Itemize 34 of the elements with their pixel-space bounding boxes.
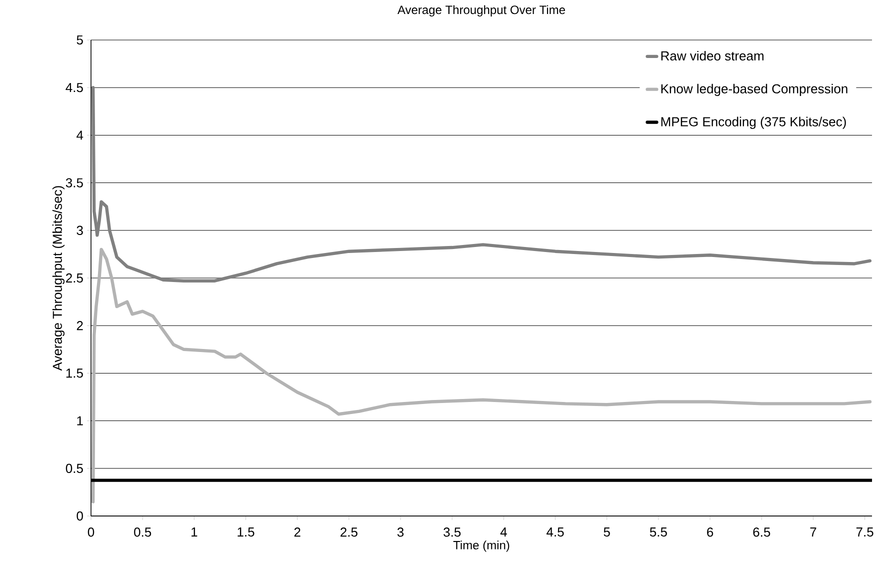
x-axis-title: Time (min): [453, 540, 510, 552]
y-tick-label: 2.5: [66, 273, 83, 283]
y-tick-label: 3: [76, 226, 83, 235]
x-tick-label: 0: [88, 528, 94, 537]
legend-label: Raw video stream: [661, 50, 764, 60]
legend-label: MPEG Encoding (375 Kbits/sec): [661, 116, 846, 129]
y-tick-label: 5: [76, 35, 83, 45]
x-tick-label: 4: [500, 528, 507, 536]
y-tick-label: 3.5: [66, 178, 83, 188]
x-tick-label: 3.5: [444, 528, 461, 537]
y-tick-label: 1.5: [66, 368, 83, 378]
x-tick-label: 7.5: [856, 528, 874, 537]
y-axis-title: Average Throughput (Mbits/sec): [52, 186, 65, 371]
x-tick-label: 5.5: [650, 528, 667, 537]
x-tick-label: 0.5: [134, 528, 152, 537]
y-tick-label: 1: [77, 416, 83, 426]
y-tick-label: 4: [76, 130, 84, 140]
x-tick-label: 3: [397, 528, 404, 537]
x-tick-label: 6.5: [753, 528, 770, 537]
chart-title: Average Throughput Over Time: [397, 5, 565, 16]
legend-label: Know ledge-based Compression: [661, 84, 848, 96]
x-tick-label: 5: [604, 528, 610, 537]
line-series: [91, 248, 872, 504]
x-tick-label: 1.5: [238, 528, 254, 537]
y-tick-label: 0: [76, 511, 83, 521]
y-tick-label: 0.5: [66, 464, 83, 473]
x-tick-label: 4.5: [546, 528, 564, 537]
x-tick-label: 7: [810, 528, 816, 536]
y-tick-label: 4.5: [66, 83, 83, 92]
x-tick-label: 6: [707, 528, 714, 537]
x-tick-label: 2.5: [340, 528, 358, 537]
y-tick-label: 2: [76, 321, 83, 330]
x-tick-label: 1: [192, 528, 198, 536]
x-tick-label: 2: [294, 528, 300, 537]
